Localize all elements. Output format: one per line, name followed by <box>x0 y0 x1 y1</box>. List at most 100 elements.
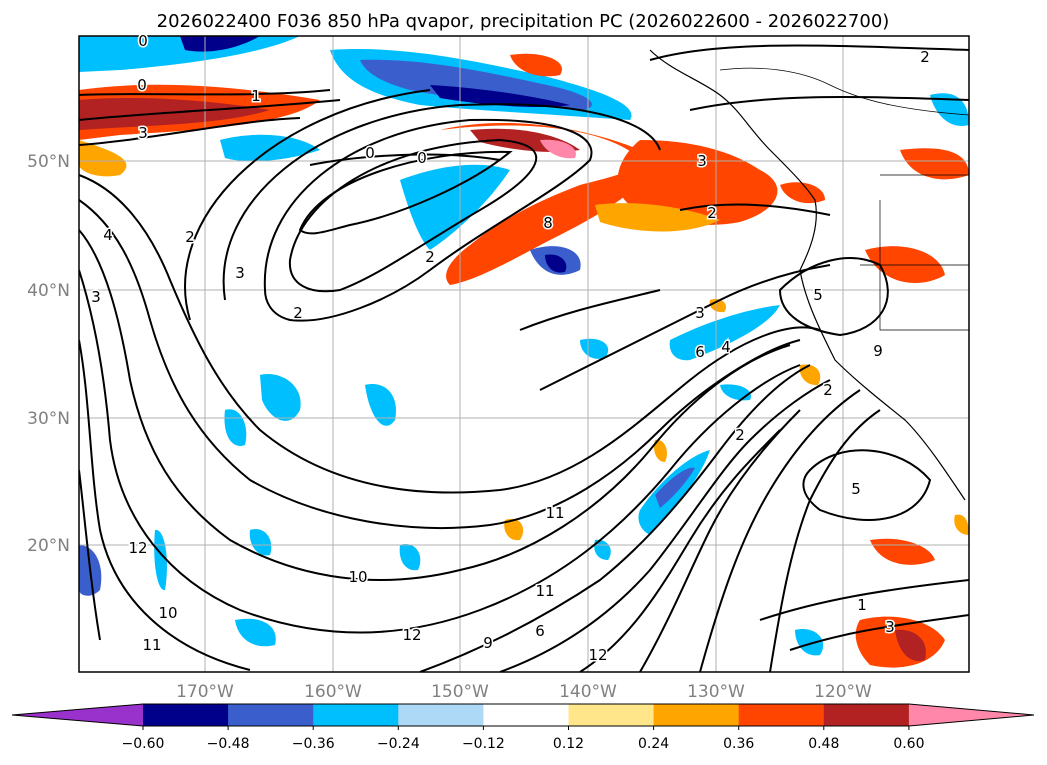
colorbar-segment <box>568 704 655 726</box>
negative-anomaly-region <box>930 93 969 126</box>
contour-label: 0 <box>138 32 148 50</box>
colorbar-tick-label: −0.12 <box>462 736 505 752</box>
coastline <box>649 49 969 501</box>
contour-label: 2 <box>707 204 717 222</box>
contour-label: 3 <box>695 304 705 322</box>
contour-label: 3 <box>235 264 245 282</box>
positive-anomaly-region <box>595 203 720 232</box>
contour-label: 3 <box>697 152 707 170</box>
contour-lines <box>79 44 969 672</box>
contour-label: 3 <box>138 124 148 142</box>
lon-label: 140°W <box>559 682 617 702</box>
negative-anomaly-region <box>795 629 824 656</box>
contour-label: 0 <box>365 144 375 162</box>
colorbar-extend-max <box>908 704 1034 726</box>
positive-anomaly-region <box>79 98 270 130</box>
colorbar-segment <box>653 704 740 726</box>
contour-label: 5 <box>813 286 823 304</box>
lon-label: 150°W <box>431 682 489 702</box>
contour-label: 0 <box>417 149 427 167</box>
colorbar-segment <box>313 704 399 726</box>
contour-label: 9 <box>873 342 883 360</box>
map-frame <box>78 35 970 673</box>
contour-label: 1 <box>251 87 261 105</box>
colorbar-tick-label: 0.60 <box>893 736 924 752</box>
colorbar-segment <box>483 704 569 726</box>
contour-label: 2 <box>735 426 745 444</box>
figure-title: 2026022400 F036 850 hPa qvapor, precipit… <box>157 11 890 32</box>
lon-label: 170°W <box>176 682 234 702</box>
contour-label: 10 <box>348 568 367 586</box>
colorbar-segment <box>823 704 910 726</box>
positive-anomaly-region <box>954 514 969 535</box>
lon-label: 160°W <box>304 682 362 702</box>
colorbar-tick-label: −0.48 <box>207 736 250 752</box>
negative-anomaly-region <box>400 164 510 250</box>
lat-label: 50°N <box>27 152 70 172</box>
negative-anomaly-region <box>260 374 301 421</box>
contour-label: 3 <box>885 618 895 636</box>
contour-label: 2 <box>293 304 303 322</box>
contour-label: 2 <box>823 381 833 399</box>
positive-anomaly-region <box>79 140 127 177</box>
contour-label: 11 <box>535 582 554 600</box>
lat-label: 30°N <box>27 409 70 429</box>
lat-label: 20°N <box>27 536 70 556</box>
shaded-anomaly-fields <box>79 36 969 668</box>
positive-anomaly-region <box>900 148 969 180</box>
negative-anomaly-region <box>365 384 396 426</box>
colorbar-tick-label: −0.60 <box>122 736 165 752</box>
contour-label: 6 <box>695 343 705 361</box>
positive-anomaly-region <box>895 629 926 662</box>
colorbar: −0.60 −0.48 −0.36 −0.24 −0.12 0.12 0.24 0.36 0.4… <box>11 703 1035 752</box>
contour-label: 2 <box>425 248 435 266</box>
contour-label: 9 <box>483 634 493 652</box>
negative-anomaly-region <box>669 305 780 361</box>
colorbar-segment <box>143 704 229 726</box>
colorbar-tick-label: −0.24 <box>377 736 420 752</box>
contour-label: 5 <box>851 480 861 498</box>
latitude-labels: 50°N 40°N 30°N 20°N <box>27 152 70 556</box>
contour-label: 4 <box>721 338 731 356</box>
negative-anomaly-region <box>430 85 570 108</box>
lon-label: 130°W <box>687 682 745 702</box>
colorbar-tick-label: 0.24 <box>638 736 669 752</box>
contour-label: 12 <box>402 626 421 644</box>
contour-label: 3 <box>91 288 101 306</box>
positive-anomaly-region <box>504 518 524 541</box>
negative-anomaly-region <box>655 467 695 508</box>
contour-label: 6 <box>535 622 545 640</box>
colorbar-tick-label: 0.36 <box>723 736 754 752</box>
colorbar-extend-min <box>12 704 143 726</box>
colorbar-segment <box>398 704 484 726</box>
contour-label: 11 <box>142 636 161 654</box>
colorbar-tick-label: −0.36 <box>292 736 335 752</box>
negative-anomaly-region <box>180 36 260 52</box>
lon-label: 120°W <box>814 682 872 702</box>
negative-anomaly-region <box>399 544 421 571</box>
contour-label: 12 <box>128 539 147 557</box>
contour-label: 10 <box>158 604 177 622</box>
negative-anomaly-region <box>720 384 751 401</box>
colorbar-tick-label: 0.12 <box>553 736 584 752</box>
positive-anomaly-region <box>440 122 650 285</box>
longitude-labels: 170°W 160°W 150°W 140°W 130°W 120°W <box>176 682 872 702</box>
lat-label: 40°N <box>27 281 70 301</box>
contour-label: 1 <box>857 596 867 614</box>
negative-anomaly-region <box>235 618 276 647</box>
negative-anomaly-region <box>249 529 272 556</box>
contour-label: 11 <box>545 504 564 522</box>
contour-label: 0 <box>137 76 147 94</box>
colorbar-tick-label: 0.48 <box>808 736 839 752</box>
positive-anomaly-region <box>510 53 562 77</box>
contour-label: 2 <box>920 48 930 66</box>
negative-anomaly-region <box>79 36 300 72</box>
contour-label: 8 <box>543 214 553 232</box>
contour-label: 2 <box>185 228 195 246</box>
colorbar-segment <box>228 704 314 726</box>
negative-anomaly-region <box>580 338 609 359</box>
negative-anomaly-region <box>545 254 567 273</box>
